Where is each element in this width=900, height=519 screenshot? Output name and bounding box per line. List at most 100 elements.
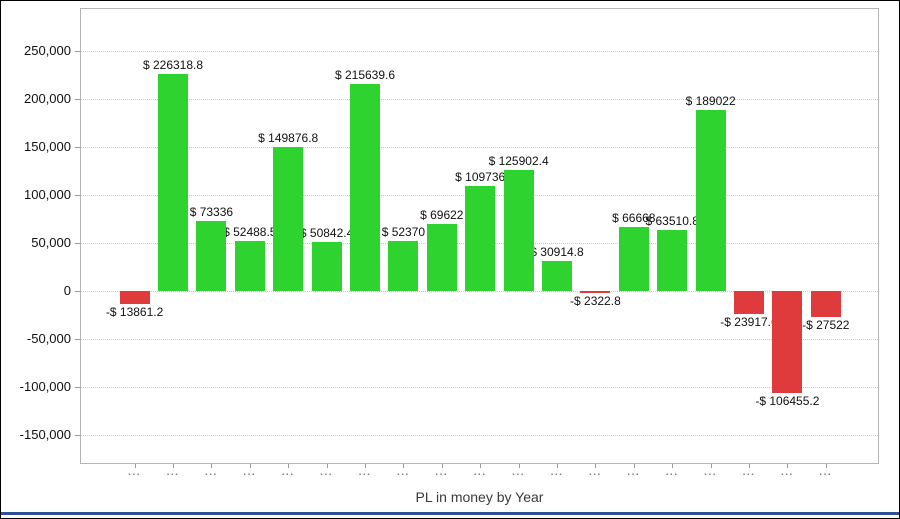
y-axis-tick bbox=[75, 195, 80, 196]
bar-value-label: $ 73336 bbox=[189, 204, 234, 219]
bar-negative bbox=[810, 291, 841, 318]
x-axis-tick-label: ... bbox=[742, 467, 756, 478]
gridline bbox=[81, 339, 878, 340]
x-axis-tick bbox=[326, 464, 328, 468]
bar-negative bbox=[580, 291, 611, 294]
y-axis-tick bbox=[75, 99, 80, 100]
gridline bbox=[81, 291, 878, 292]
bar-value-label: $ 189022 bbox=[685, 93, 736, 108]
x-axis-tick-label: ... bbox=[243, 467, 257, 478]
x-axis-tick bbox=[403, 464, 405, 468]
bar-positive bbox=[695, 109, 726, 291]
x-axis-tick bbox=[441, 464, 443, 468]
bar-value-label: -$ 13861.2 bbox=[105, 305, 164, 320]
x-axis-tick bbox=[825, 464, 827, 468]
bar-positive bbox=[618, 226, 649, 291]
x-axis-tick-label: ... bbox=[588, 467, 602, 478]
bar-value-label: $ 63510.8 bbox=[645, 214, 699, 229]
y-axis-tick-label: -150,000 bbox=[19, 427, 71, 442]
y-axis-tick-label: 0 bbox=[63, 283, 71, 298]
bar-value-label: $ 52488.5 bbox=[223, 224, 277, 239]
y-axis-tick-label: 150,000 bbox=[24, 139, 71, 154]
x-axis-tick bbox=[633, 464, 635, 468]
y-axis-tick bbox=[75, 243, 80, 244]
x-axis-tick bbox=[595, 464, 597, 468]
bar-value-label: $ 149876.8 bbox=[258, 131, 319, 146]
y-axis-tick-label: 200,000 bbox=[24, 91, 71, 106]
x-axis-tick-label: ... bbox=[473, 467, 487, 478]
x-axis-tick-label: ... bbox=[128, 467, 142, 478]
gridline bbox=[81, 147, 878, 148]
x-axis-tick-label: ... bbox=[320, 467, 334, 478]
chart-title: PL in money by Year bbox=[415, 489, 544, 505]
x-axis-tick-label: ... bbox=[550, 467, 564, 478]
y-axis-tick bbox=[75, 291, 80, 292]
y-axis-tick-label: -100,000 bbox=[19, 379, 71, 394]
x-axis-tick bbox=[288, 464, 290, 468]
x-axis-tick bbox=[518, 464, 520, 468]
x-axis-tick bbox=[173, 464, 174, 468]
bar-positive bbox=[426, 224, 457, 291]
y-axis-tick-label: 100,000 bbox=[24, 187, 71, 202]
bottom-accent-bar bbox=[1, 512, 899, 515]
bar-positive bbox=[350, 83, 380, 291]
bar-value-label: -$ 2322.8 bbox=[570, 294, 621, 309]
bar-positive bbox=[657, 230, 688, 291]
bar-positive bbox=[388, 240, 419, 291]
x-axis-tick bbox=[749, 464, 750, 468]
x-axis-tick bbox=[249, 464, 251, 468]
x-axis-tick-label: ... bbox=[627, 467, 641, 478]
bar-value-label: $ 69622 bbox=[420, 208, 464, 223]
x-axis-tick-label: ... bbox=[819, 467, 833, 478]
bar-value-label: $ 30914.8 bbox=[530, 245, 584, 260]
bar-positive bbox=[196, 220, 227, 291]
y-axis-tick bbox=[75, 147, 80, 148]
bar-positive bbox=[234, 240, 265, 291]
x-axis-tick bbox=[672, 464, 674, 468]
bar-positive bbox=[311, 242, 342, 291]
x-axis-tick-label: ... bbox=[204, 467, 218, 478]
y-axis-tick bbox=[75, 51, 80, 52]
bar-value-label: $ 66668 bbox=[612, 210, 656, 225]
bar-value-label: -$ 106455.2 bbox=[755, 394, 820, 409]
x-axis-tick bbox=[480, 464, 482, 468]
bar-value-label: $ 125902.4 bbox=[488, 154, 549, 169]
x-axis-tick-label: ... bbox=[358, 467, 372, 478]
y-axis-tick bbox=[75, 339, 80, 340]
y-axis-tick-label: 250,000 bbox=[24, 43, 71, 58]
bar-value-label: $ 215639.6 bbox=[334, 67, 396, 82]
x-axis-tick bbox=[787, 464, 789, 468]
bar-positive bbox=[158, 73, 188, 291]
bar-value-label: $ 226318.8 bbox=[142, 57, 204, 72]
x-axis-tick bbox=[365, 464, 366, 468]
y-axis-tick bbox=[75, 435, 80, 436]
gridline bbox=[81, 99, 878, 100]
x-axis-tick-label: ... bbox=[281, 467, 295, 478]
bar-positive bbox=[273, 147, 304, 291]
y-axis-tick-label: 50,000 bbox=[31, 235, 71, 250]
x-axis-tick bbox=[557, 464, 558, 468]
x-axis-tick-label: ... bbox=[435, 467, 449, 478]
bar-negative bbox=[119, 291, 150, 305]
bar-value-label: $ 52370 bbox=[381, 224, 426, 239]
x-axis-tick bbox=[211, 464, 213, 468]
bar-positive bbox=[465, 185, 496, 291]
x-axis-tick bbox=[134, 464, 136, 468]
bar-negative bbox=[772, 291, 803, 394]
gridline bbox=[81, 387, 878, 388]
gridline bbox=[81, 435, 878, 436]
y-axis-tick bbox=[75, 387, 80, 388]
x-axis-tick-label: ... bbox=[166, 467, 180, 478]
bar-value-label: -$ 23917.6 bbox=[720, 314, 778, 329]
bar-value-label: -$ 27522 bbox=[802, 318, 850, 333]
bar-positive bbox=[542, 261, 572, 291]
x-axis-tick-label: ... bbox=[665, 467, 679, 478]
gridline bbox=[81, 51, 878, 52]
bar-negative bbox=[734, 291, 764, 314]
x-axis-tick-label: ... bbox=[780, 467, 794, 478]
x-axis-tick-label: ... bbox=[512, 467, 526, 478]
x-axis-tick bbox=[710, 464, 712, 468]
x-axis-tick-label: ... bbox=[396, 467, 410, 478]
bar-value-label: $ 109736 bbox=[455, 169, 506, 184]
